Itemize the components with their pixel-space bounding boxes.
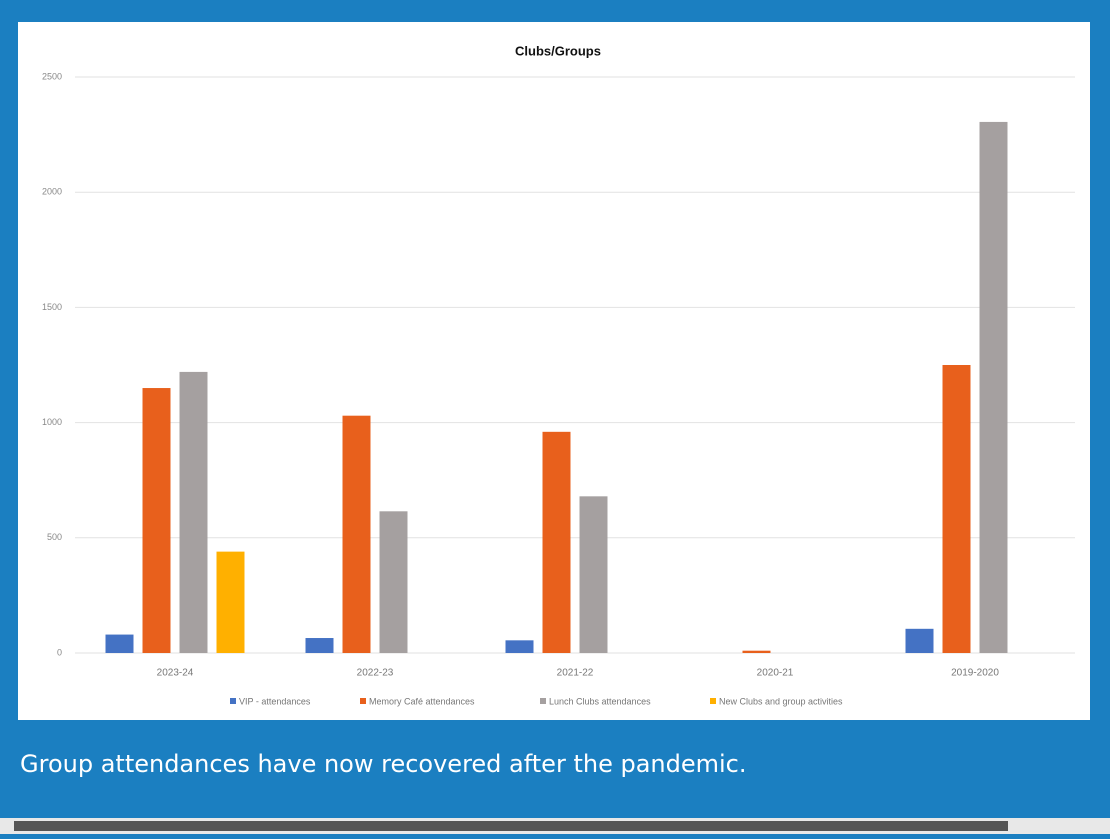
bar [742,650,771,653]
y-tick-label: 1000 [42,417,62,427]
legend-swatch [540,698,546,704]
y-tick-label: 500 [47,532,62,542]
bar [542,431,571,653]
bar [305,638,334,653]
y-tick-label: 1500 [42,302,62,312]
legend-label: Lunch Clubs attendances [549,696,651,706]
bar [142,388,171,653]
x-tick-label: 2019-2020 [951,668,999,679]
x-tick-label: 2021-22 [557,668,594,679]
x-tick-label: 2023-24 [157,668,194,679]
legend-label: New Clubs and group activities [719,696,843,706]
bar [979,121,1008,654]
bar [942,365,971,653]
bar [216,551,245,653]
legend-label: VIP - attendances [239,696,311,706]
bar [905,628,934,653]
y-tick-label: 2000 [42,187,62,197]
x-tick-label: 2022-23 [357,668,394,679]
scroll-thumb[interactable] [14,821,1008,831]
legend-label: Memory Café attendances [369,696,475,706]
chart-title: Clubs/Groups [515,43,601,58]
legend-swatch [710,698,716,704]
bar [579,496,608,653]
x-tick-label: 2020-21 [757,668,794,679]
legend-swatch [360,698,366,704]
caption: Group attendances have now recovered aft… [20,750,747,778]
bar [179,371,208,653]
legend-swatch [230,698,236,704]
bar [342,415,371,653]
scrollbar[interactable] [0,818,1110,834]
bar [505,640,534,653]
y-tick-label: 0 [57,647,62,657]
bar [105,634,134,653]
bar [379,511,408,653]
y-tick-label: 2500 [42,71,62,81]
